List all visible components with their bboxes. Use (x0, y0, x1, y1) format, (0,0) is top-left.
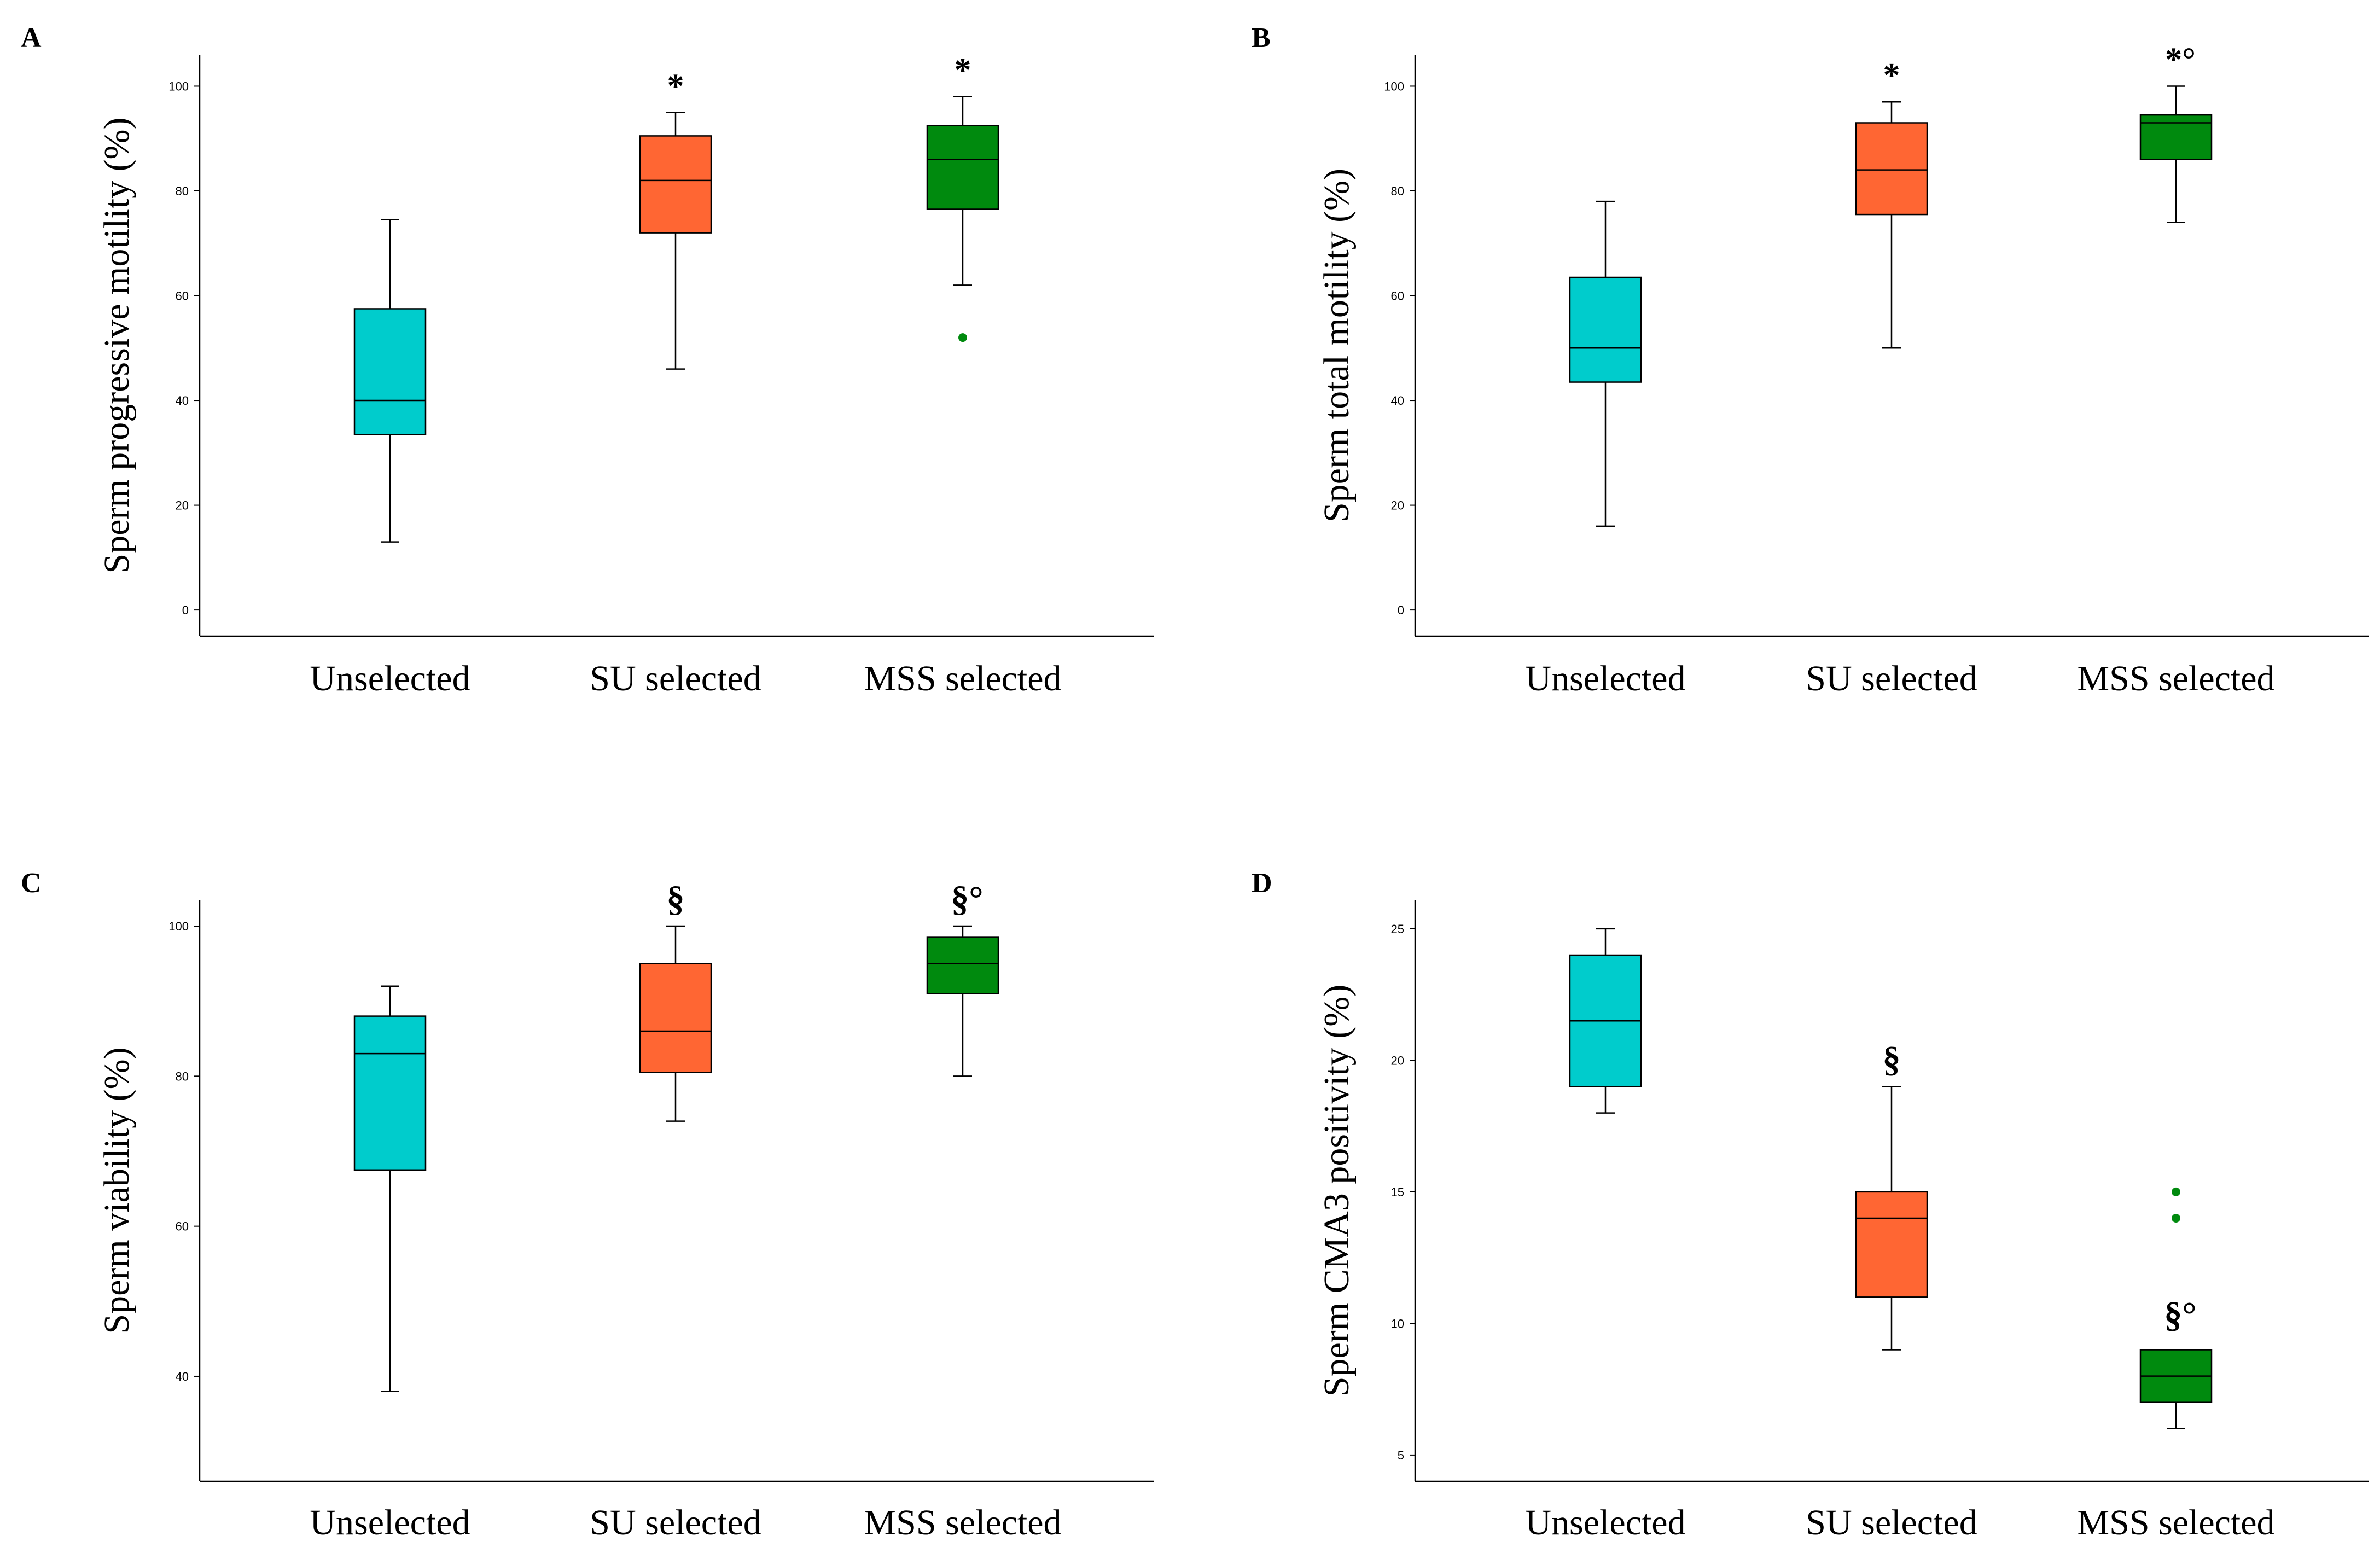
box-mss-selected (926, 936, 999, 994)
significance-marker-mss-selected: * (955, 52, 971, 89)
significance-marker-mss-selected: §° (2164, 1295, 2196, 1335)
y-tick-label-b: 20 (1391, 499, 1404, 513)
y-tick-label-b: 100 (1384, 79, 1404, 93)
panel-label-b: B (1252, 22, 1271, 54)
outlier-point-mss-selected (958, 333, 967, 342)
box-su-selected (639, 135, 712, 234)
y-axis-label-b: Sperm total motility (%) (1317, 168, 1357, 522)
x-category-label-unselected: Unselected (310, 1503, 470, 1543)
panel-label-d: D (1252, 868, 1272, 899)
significance-marker-mss-selected: *° (2165, 41, 2196, 78)
x-category-label-mss-selected: MSS selected (2077, 659, 2274, 699)
y-tick-label-b: 80 (1391, 184, 1404, 198)
y-tick-label-a: 60 (176, 289, 189, 303)
significance-marker-su-selected: * (667, 67, 684, 104)
y-tick-label-a: 40 (176, 394, 189, 408)
significance-marker-su-selected: * (1883, 57, 1900, 94)
y-axis-label-d: Sperm CMA3 positivity (%) (1317, 985, 1357, 1397)
y-tick-label-d: 15 (1391, 1185, 1404, 1199)
y-tick-label-b: 40 (1391, 394, 1404, 408)
y-tick-label-b: 0 (1398, 603, 1404, 617)
box-su-selected (639, 963, 712, 1073)
panel-label-c: C (21, 868, 42, 899)
box-unselected (1569, 276, 1642, 383)
x-category-label-unselected: Unselected (310, 659, 470, 699)
y-tick-label-c: 80 (176, 1069, 189, 1083)
x-category-label-mss-selected: MSS selected (864, 1503, 1061, 1543)
x-category-label-mss-selected: MSS selected (2077, 1503, 2274, 1543)
box-unselected (353, 308, 427, 435)
y-axis-label-c: Sperm viability (%) (97, 1047, 137, 1334)
y-tick-label-d: 5 (1398, 1449, 1404, 1462)
significance-marker-mss-selected: §° (951, 879, 983, 919)
y-tick-label-c: 40 (176, 1370, 189, 1383)
x-category-label-su-selected: SU selected (1806, 659, 1977, 699)
box-mss-selected (2139, 114, 2213, 160)
y-tick-label-d: 25 (1391, 922, 1404, 936)
y-tick-label-c: 60 (176, 1220, 189, 1234)
outlier-point-mss-selected (2172, 1214, 2180, 1223)
y-axis-label-a: Sperm progressive motility (%) (97, 117, 137, 573)
x-category-label-su-selected: SU selected (590, 659, 761, 699)
y-tick-label-a: 80 (176, 184, 189, 198)
x-category-label-su-selected: SU selected (1806, 1503, 1977, 1543)
outlier-point-mss-selected (2172, 1187, 2180, 1196)
panel-label-a: A (21, 22, 42, 54)
y-tick-label-c: 100 (168, 920, 189, 933)
x-category-label-su-selected: SU selected (590, 1503, 761, 1543)
y-tick-label-a: 0 (182, 603, 189, 617)
x-category-label-unselected: Unselected (1525, 659, 1685, 699)
y-tick-label-b: 60 (1391, 289, 1404, 303)
x-category-label-mss-selected: MSS selected (864, 659, 1061, 699)
box-mss-selected (926, 125, 999, 210)
significance-marker-su-selected: § (1883, 1040, 1901, 1080)
box-su-selected (1855, 1191, 1928, 1298)
box-unselected (353, 1015, 427, 1171)
y-tick-label-a: 100 (168, 79, 189, 93)
significance-marker-su-selected: § (667, 879, 685, 919)
x-category-label-unselected: Unselected (1525, 1503, 1685, 1543)
y-tick-label-d: 10 (1391, 1317, 1404, 1330)
box-su-selected (1855, 122, 1928, 216)
y-tick-label-d: 20 (1391, 1054, 1404, 1067)
y-tick-label-a: 20 (176, 499, 189, 513)
